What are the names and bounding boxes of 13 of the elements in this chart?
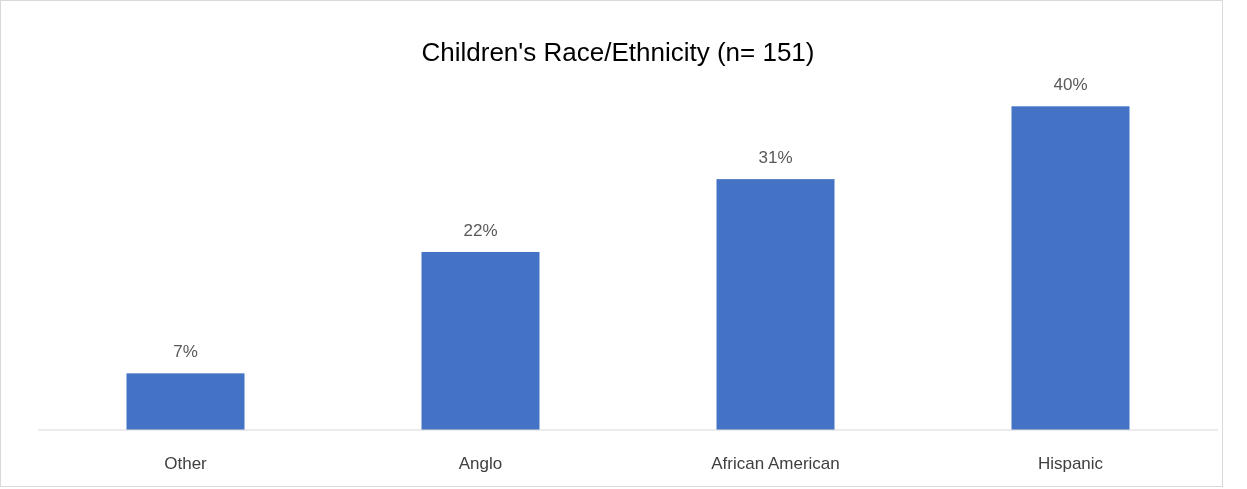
data-label: 31% [758,148,793,168]
x-tick-label: Other [164,454,208,473]
x-tick-label: Hispanic [1037,454,1104,473]
x-tick-label: Anglo [458,454,503,473]
bar [716,179,835,430]
bar [421,251,540,430]
bar [126,373,245,430]
data-label: 7% [173,342,198,362]
x-tick-label: African American [711,454,840,473]
bar [1011,106,1130,430]
chart-title: Children's Race/Ethnicity (n= 151) [421,37,815,67]
data-label: 40% [1053,75,1088,95]
data-label: 22% [463,220,498,240]
